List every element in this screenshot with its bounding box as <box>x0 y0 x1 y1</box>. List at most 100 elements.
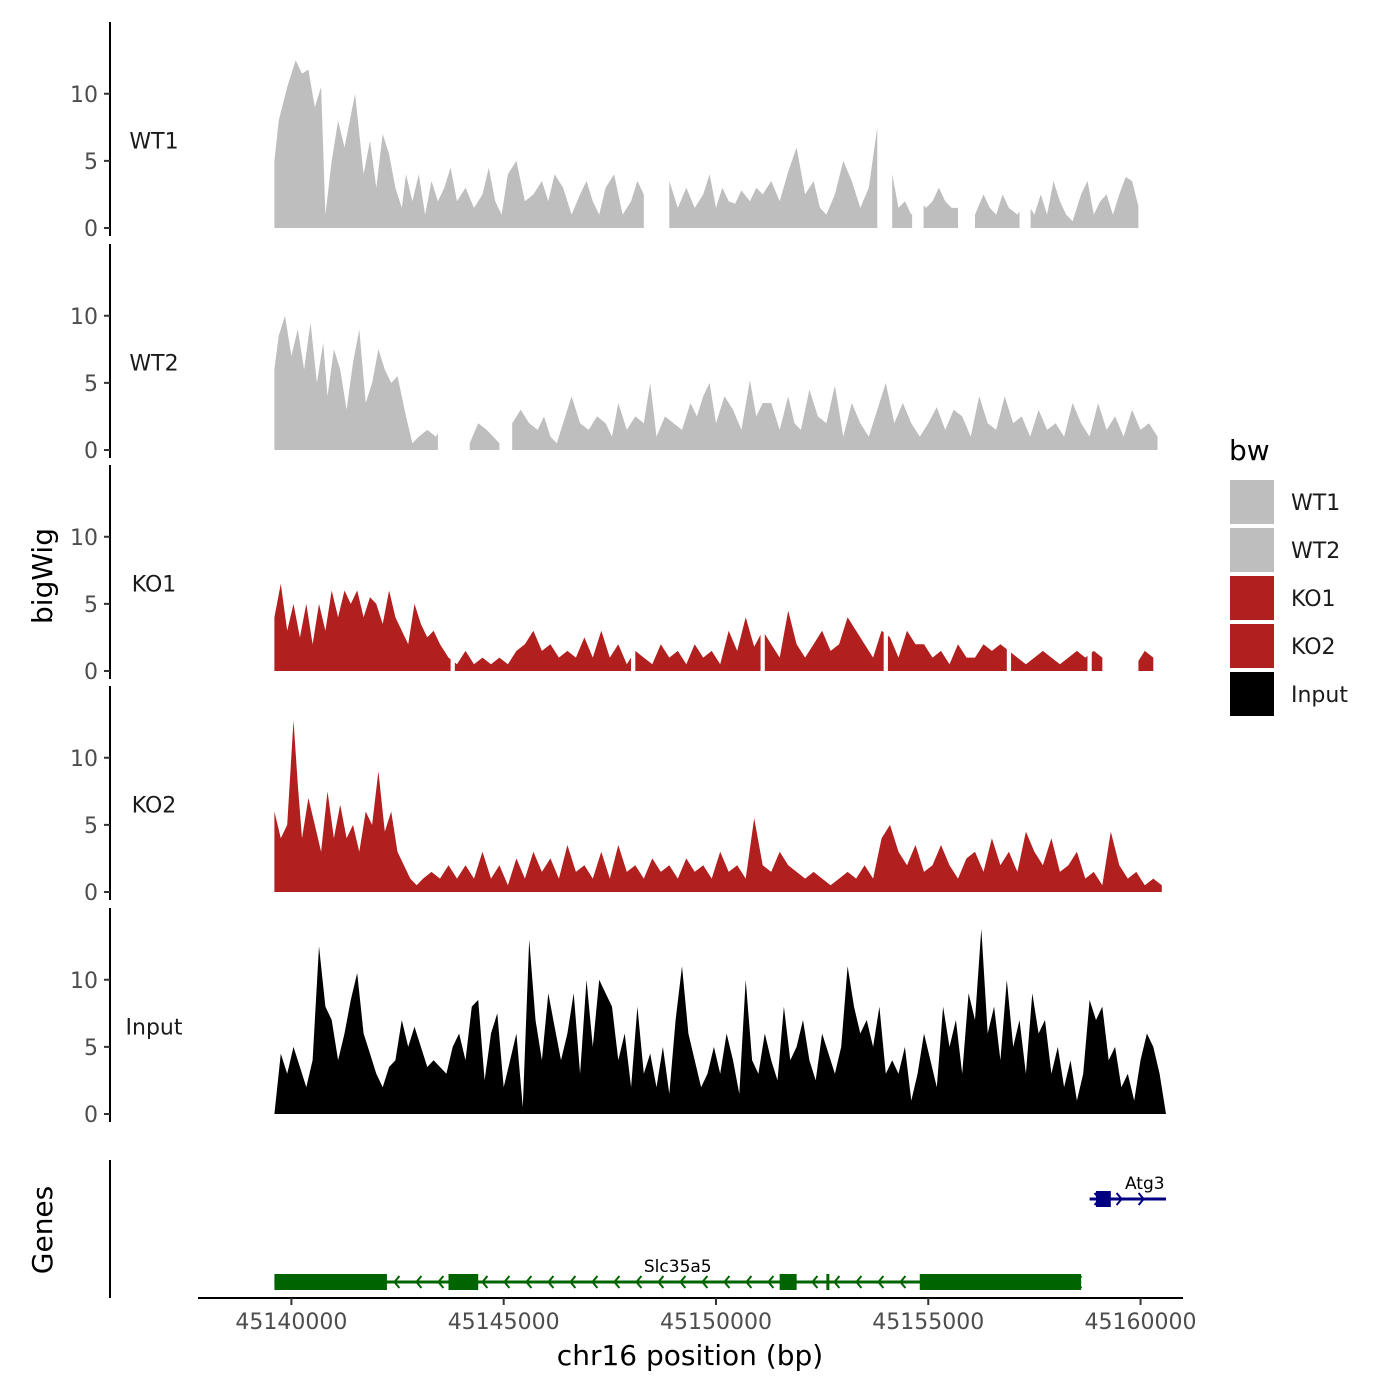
track-wt1: 0 5 10 WT1 <box>70 22 1145 242</box>
track-label-wt2: WT2 <box>129 352 178 377</box>
y-axis-title: bigWig <box>26 528 59 624</box>
strand-arrow <box>569 1275 577 1289</box>
y-tick-label-ko2-5: 5 <box>84 814 98 839</box>
x-tick-label-45150000: 45150000 <box>660 1310 772 1335</box>
y-tick-label-ko1-10: 10 <box>70 526 98 551</box>
gap-wt1-2 <box>1019 27 1031 228</box>
strand-arrow <box>1137 1192 1145 1206</box>
area-wt2-segment-0 <box>274 315 500 450</box>
gap-wt1-1 <box>912 27 924 228</box>
strand-arrow <box>767 1275 775 1289</box>
strand-arrow <box>525 1275 533 1289</box>
gap-ko1-4 <box>1006 470 1012 671</box>
area-input-segment-0 <box>274 928 1166 1114</box>
legend-key-input <box>1230 672 1274 716</box>
gap-ko1-6 <box>1102 470 1139 671</box>
area-ko1-segment-0 <box>274 583 1154 671</box>
area-wt2-segment-1 <box>512 380 1158 450</box>
y-tick-label-wt2-5: 5 <box>84 372 98 397</box>
y-tick-label-wt1-0: 0 <box>84 217 98 242</box>
strand-arrow <box>701 1275 709 1289</box>
x-tick-label-45155000: 45155000 <box>872 1310 984 1335</box>
legend-label-input: Input <box>1291 683 1348 708</box>
strand-arrow <box>503 1275 511 1289</box>
exon-slc35a5-1 <box>448 1274 479 1290</box>
genes-axis-title: Genes <box>26 1186 59 1274</box>
strand-arrow <box>481 1275 489 1289</box>
gene-label-slc35a5: Slc35a5 <box>644 1257 712 1277</box>
strand-arrow <box>657 1275 665 1289</box>
y-tick-label-ko2-0: 0 <box>84 881 98 906</box>
track-ko1: 0 5 10 KO1 <box>70 465 1154 685</box>
strand-arrow <box>591 1275 599 1289</box>
exon-atg3-0 <box>1095 1191 1111 1207</box>
strand-arrow <box>547 1275 555 1289</box>
track-label-ko1: KO1 <box>132 573 177 598</box>
legend-label-ko2: KO2 <box>1291 635 1336 660</box>
track-label-input: Input <box>126 1016 183 1041</box>
strand-arrow <box>393 1275 401 1289</box>
y-tick-label-wt2-0: 0 <box>84 439 98 464</box>
genes-panel: Slc35a5 Atg3 <box>109 1160 1167 1298</box>
track-wt2: 0 5 10 WT2 <box>70 244 1158 464</box>
x-axis: 45140000 45145000 45150000 45155000 45160000 <box>198 1297 1197 1335</box>
track-ko2: 0 5 10 KO2 <box>70 686 1162 906</box>
gap-ko1-5 <box>1087 470 1092 671</box>
legend-title: bw <box>1229 434 1270 467</box>
y-tick-label-wt1-10: 10 <box>70 83 98 108</box>
y-tick-label-ko1-5: 5 <box>84 593 98 618</box>
gap-ko1-0 <box>450 470 455 671</box>
strand-arrow <box>723 1275 731 1289</box>
track-input: 0 5 10 Input <box>70 908 1166 1128</box>
legend-key-wt1 <box>1230 480 1274 524</box>
x-tick-label-45160000: 45160000 <box>1085 1310 1197 1335</box>
strand-arrow <box>745 1275 753 1289</box>
x-tick-label-45140000: 45140000 <box>235 1310 347 1335</box>
gap-ko1-3 <box>883 470 888 671</box>
y-tick-label-ko1-0: 0 <box>84 660 98 685</box>
gap-ko1-2 <box>760 470 765 671</box>
legend-key-ko2 <box>1230 624 1274 668</box>
exon-slc35a5-4 <box>919 1274 1082 1290</box>
y-tick-label-input-0: 0 <box>84 1103 98 1128</box>
y-tick-label-wt2-10: 10 <box>70 305 98 330</box>
strand-arrow <box>811 1275 819 1289</box>
strand-arrow <box>899 1275 907 1289</box>
strand-arrow <box>613 1275 621 1289</box>
y-tick-label-input-10: 10 <box>70 969 98 994</box>
legend-key-wt2 <box>1230 528 1274 572</box>
legend-label-wt2: WT2 <box>1291 539 1340 564</box>
exon-slc35a5-2 <box>779 1274 797 1290</box>
gap-wt1-0 <box>653 27 661 228</box>
legend: bw WT1 WT2 KO1 KO2 Input <box>1229 434 1348 716</box>
x-tick-label-45145000: 45145000 <box>448 1310 560 1335</box>
area-wt1-segment-4 <box>975 177 1141 228</box>
track-label-ko2: KO2 <box>132 794 177 819</box>
exon-slc35a5-3 <box>826 1274 830 1290</box>
strand-arrow <box>437 1275 445 1289</box>
y-tick-label-wt1-5: 5 <box>84 150 98 175</box>
x-axis-title: chr16 position (bp) <box>557 1339 823 1372</box>
strand-arrow <box>1115 1192 1123 1206</box>
gene-label-atg3: Atg3 <box>1125 1174 1165 1194</box>
legend-key-ko1 <box>1230 576 1274 620</box>
bigwig-panels: 0 5 10 WT1 0 5 10 WT2 0 5 10 KO1 0 5 10 KO2 0 5 10 Input <box>70 22 1166 1128</box>
legend-label-wt1: WT1 <box>1291 491 1340 516</box>
legend-label-ko1: KO1 <box>1291 587 1336 612</box>
gap-ko1-1 <box>631 470 636 671</box>
strand-arrow <box>415 1275 423 1289</box>
gap-wt1-3 <box>1138 27 1145 228</box>
area-wt1-segment-0 <box>274 60 644 229</box>
strand-arrow <box>855 1275 863 1289</box>
area-ko2-segment-0 <box>274 720 1162 892</box>
track-label-wt1: WT1 <box>129 130 178 155</box>
y-tick-label-ko2-10: 10 <box>70 747 98 772</box>
area-wt1-segment-3 <box>892 174 958 228</box>
y-tick-label-input-5: 5 <box>84 1036 98 1061</box>
strand-arrow <box>679 1275 687 1289</box>
gene-slc35a5: Slc35a5 <box>274 1257 1083 1290</box>
strand-arrow <box>833 1275 841 1289</box>
strand-arrow <box>635 1275 643 1289</box>
